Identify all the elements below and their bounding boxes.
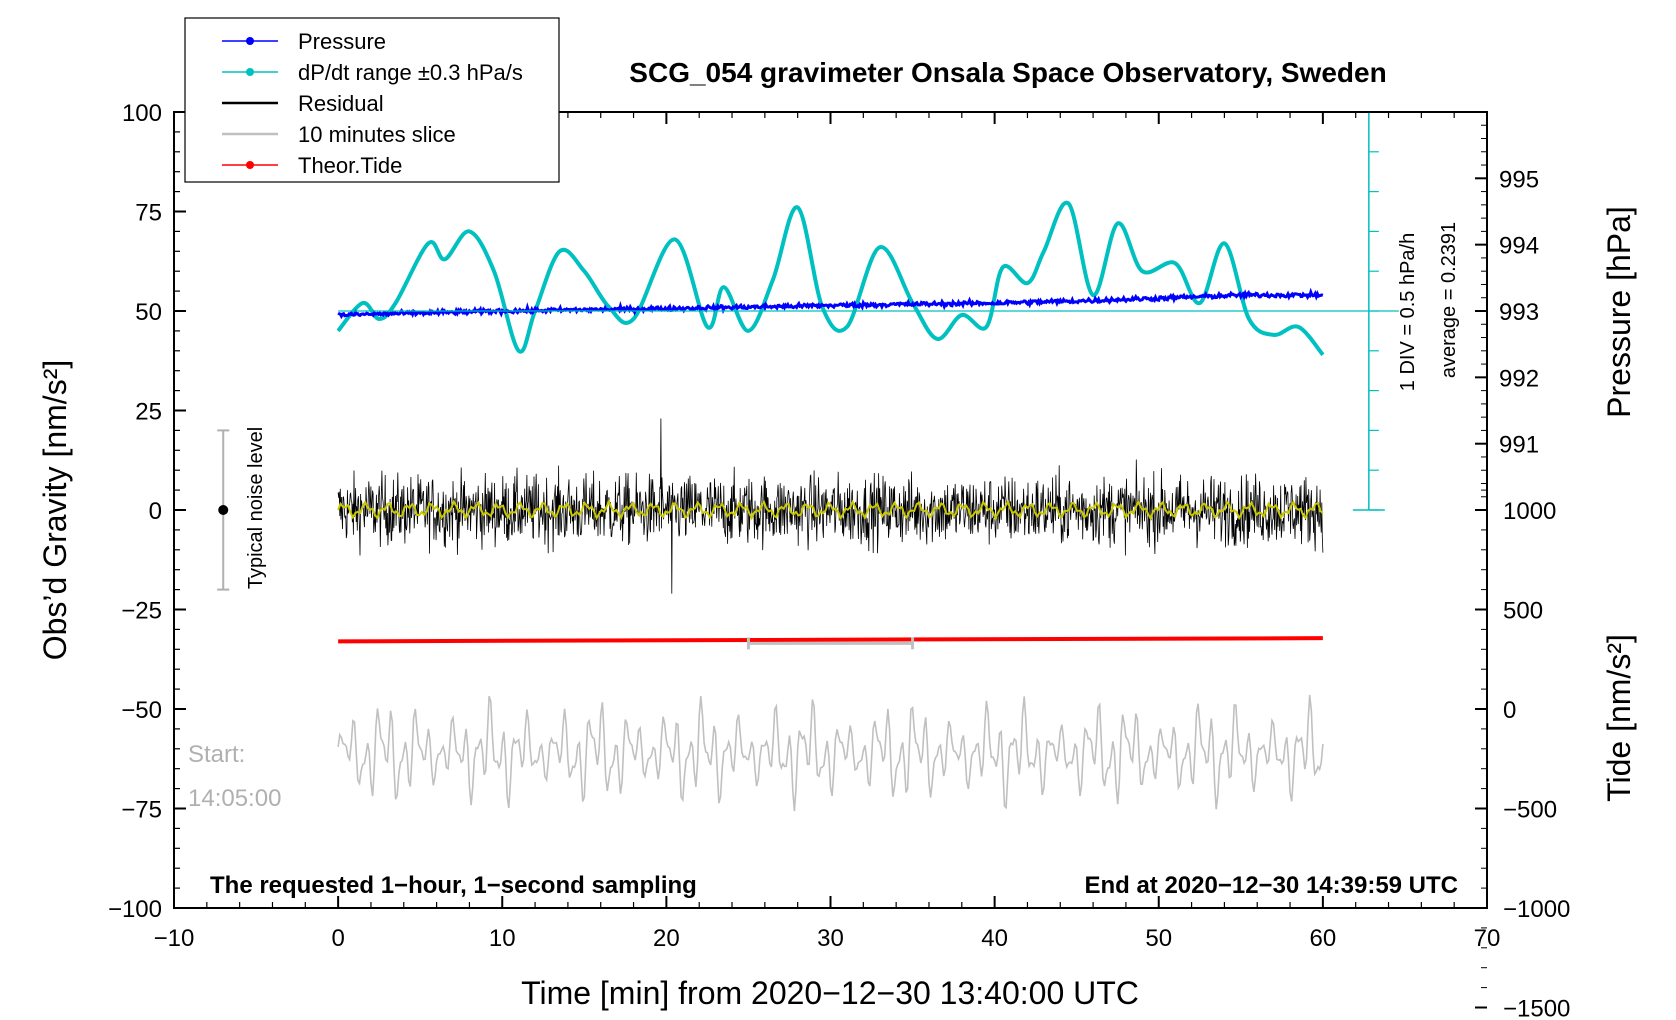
tide-tick-label: −1500: [1503, 996, 1570, 1020]
dpdt-div-label: 1 DIV = 0.5 hPa/h: [1397, 233, 1419, 391]
legend-label: dP/dt range ±0.3 hPa/s: [298, 60, 523, 85]
legend-swatch-marker: [246, 68, 254, 76]
pressure-tick-label: 995: [1499, 166, 1539, 193]
y-tick-label: −50: [121, 697, 162, 724]
y-tick-label: 100: [122, 100, 162, 127]
pressure-series: [337, 287, 1324, 320]
noise-level-label: Typical noise level: [245, 427, 267, 589]
pressure-tick-label: 992: [1499, 365, 1539, 392]
legend-label: 10 minutes slice: [298, 122, 456, 147]
pressure-tick-label: 993: [1499, 299, 1539, 326]
dpdt-series: [336, 200, 1325, 357]
tide-tick-label: −1000: [1503, 896, 1570, 923]
tide-tick-label: −500: [1503, 797, 1557, 824]
axes: −10 0 10 20 30 40 50 60 70−100−75−50−25025507510…: [108, 100, 1570, 1020]
y-tick-label: 50: [135, 299, 162, 326]
tide-tick-label: 0: [1503, 697, 1516, 724]
chart-extras: [217, 111, 1399, 650]
y-tick-label: −100: [108, 896, 162, 923]
residual-mean-series: [337, 499, 1324, 521]
x-tick-label: −10: [154, 925, 195, 952]
x-tick-label: 20: [653, 925, 680, 952]
legend-swatch-marker: [246, 37, 254, 45]
y-tick-label: −25: [121, 598, 162, 625]
tide-tick-label: 500: [1503, 598, 1543, 625]
legend: Pressure dP/dt range ±0.3 hPa/s Residual 10…: [184, 17, 560, 183]
start-label: Start:: [188, 741, 245, 768]
y-tick-label: 0: [149, 498, 162, 525]
legend-label: Pressure: [298, 29, 386, 54]
legend-label: Theor.Tide: [298, 153, 402, 178]
residual-mean-line: [337, 499, 1324, 521]
tide-tick-label: 1000: [1503, 498, 1556, 525]
x-tick-label: 0: [331, 925, 344, 952]
x-tick-label: 10: [489, 925, 516, 952]
slice-line: [337, 694, 1324, 812]
x-tick-label: 40: [981, 925, 1008, 952]
tide-series: [338, 636, 1323, 644]
chart-title: SCG_054 gravimeter Onsala Space Observat…: [629, 57, 1386, 88]
legend-label: Residual: [298, 91, 384, 116]
y-axis-label-tide: Tide [nm/s²]: [1601, 634, 1637, 802]
noise-level-dot: [218, 505, 229, 515]
y-tick-label: 75: [135, 200, 162, 227]
y-axis-label-pressure: Pressure [hPa]: [1601, 206, 1637, 418]
legend-items: Pressure dP/dt range ±0.3 hPa/s Residual 10…: [222, 29, 523, 178]
dpdt-line: [336, 200, 1325, 357]
end-time-note: End at 2020−12−30 14:39:59 UTC: [1084, 872, 1458, 899]
slice-series: [337, 694, 1324, 812]
legend-box: [184, 17, 560, 183]
y-axis-label-left: Obs’d Gravity [nm/s²]: [37, 360, 73, 661]
y-tick-label: −75: [121, 797, 162, 824]
pressure-tick-label: 991: [1499, 432, 1539, 459]
pressure-line: [337, 287, 1324, 320]
x-tick-label: 50: [1145, 925, 1172, 952]
legend-swatch-marker: [246, 161, 254, 169]
x-tick-label: 30: [817, 925, 844, 952]
dpdt-average-label: average = 0.2391: [1438, 222, 1460, 378]
sampling-note: The requested 1−hour, 1−second sampling: [210, 872, 697, 899]
y-tick-label: 25: [135, 399, 162, 426]
x-tick-label: 60: [1310, 925, 1337, 952]
tide-line: [338, 636, 1323, 644]
start-time: 14:05:00: [188, 785, 281, 812]
x-axis-label: Time [min] from 2020−12−30 13:40:00 UTC: [521, 975, 1139, 1011]
pressure-tick-label: 994: [1499, 233, 1539, 260]
